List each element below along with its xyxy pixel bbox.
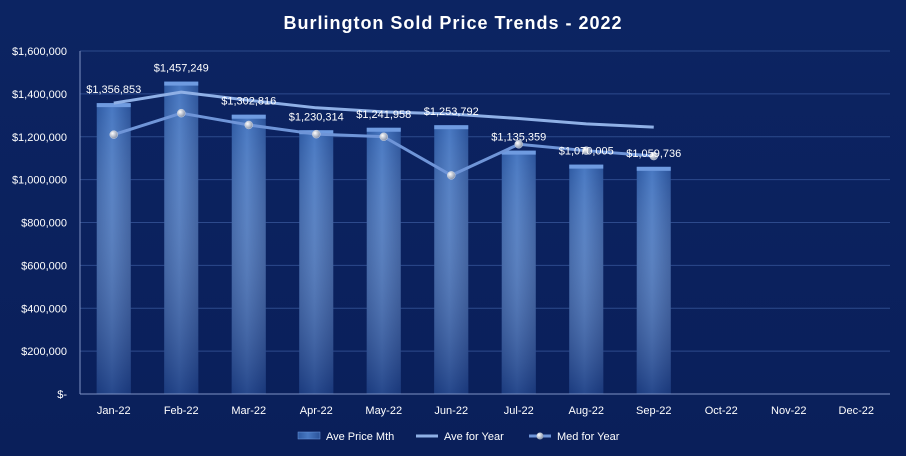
y-tick-label: $400,000 xyxy=(21,303,67,315)
point-med-for-year xyxy=(649,151,658,161)
bar-cap xyxy=(366,127,401,132)
x-tick-label: Dec-22 xyxy=(839,405,874,417)
bars xyxy=(96,81,671,395)
bar-shade xyxy=(501,150,536,394)
y-tick-label: $1,000,000 xyxy=(12,175,67,187)
x-tick-label: Aug-22 xyxy=(569,405,604,417)
point-med-for-year xyxy=(447,171,456,180)
bar-shade xyxy=(96,103,131,395)
bar-data-label: $1,135,359 xyxy=(491,132,546,144)
y-tick-label: $800,000 xyxy=(21,218,67,230)
bar-cap xyxy=(96,103,131,108)
gridlines xyxy=(80,50,890,395)
y-tick-label: $1,400,000 xyxy=(12,89,67,101)
legend-label: Ave Price Mth xyxy=(326,431,394,443)
point-med-for-year xyxy=(312,129,321,139)
legend-label: Med for Year xyxy=(557,431,620,443)
bar-cap xyxy=(501,150,536,155)
point-med-for-year xyxy=(379,132,388,141)
bar-data-label: $1,230,314 xyxy=(289,111,344,123)
point-med-for-year xyxy=(177,108,186,118)
x-tick-label: Jan-22 xyxy=(97,405,131,417)
x-tick-label: May-22 xyxy=(365,405,402,417)
bar-cap xyxy=(569,164,604,169)
bar-data-label: $1,059,736 xyxy=(626,148,681,160)
bar-data-label: $1,457,249 xyxy=(154,63,209,75)
x-axis: Jan-22 Feb-22 Mar-22 Apr-22 May-22 Jun-22 Jul-… xyxy=(80,393,890,417)
bar-shade xyxy=(299,130,334,394)
legend-label: Ave for Year xyxy=(444,431,504,443)
y-tick-label: $600,000 xyxy=(21,260,67,272)
legend: Ave Price Mth Ave for Year Med for Year xyxy=(297,431,620,443)
bar-data-label: $1,302,816 xyxy=(221,96,276,108)
bar-cap xyxy=(164,81,199,86)
x-tick-label: Oct-22 xyxy=(705,405,738,417)
lines xyxy=(109,90,658,180)
point-med-for-year xyxy=(244,120,253,130)
bar-cap xyxy=(636,166,671,171)
point-med-for-year xyxy=(109,130,118,139)
x-tick-label: Jun-22 xyxy=(434,405,468,417)
bar-shade xyxy=(636,166,671,394)
bar-shade xyxy=(569,164,604,394)
y-tick-label: $1,200,000 xyxy=(12,132,67,144)
bar-data-label: $1,253,792 xyxy=(424,106,479,118)
point-med-for-year xyxy=(514,140,523,149)
x-tick-label: Mar-22 xyxy=(231,405,266,417)
point-med-for-year xyxy=(582,146,591,155)
y-tick-label: $200,000 xyxy=(21,346,67,358)
legend-marker xyxy=(536,432,544,440)
bar-shade xyxy=(231,114,266,395)
bar-cap xyxy=(434,125,469,130)
bar-data-label: $1,070,005 xyxy=(559,146,614,158)
bar-data-label: $1,241,958 xyxy=(356,109,411,121)
y-tick-label: $- xyxy=(57,389,67,401)
x-tick-label: Nov-22 xyxy=(771,405,806,417)
bar-cap xyxy=(231,114,266,119)
chart-title: Burlington Sold Price Trends - 2022 xyxy=(283,13,622,33)
data-labels: $1,356,853 $1,457,249 $1,302,816 $1,230,314… xyxy=(86,63,681,160)
y-axis: $- $200,000 $400,000 $600,000 $800,000 $1,000… xyxy=(12,46,81,401)
legend-swatch xyxy=(297,431,321,440)
bar-shade xyxy=(366,127,401,395)
y-tick-label: $1,600,000 xyxy=(12,46,67,58)
bar-data-label: $1,356,853 xyxy=(86,84,141,96)
x-tick-label: Jul-22 xyxy=(504,405,534,417)
series-line-ave-for-year xyxy=(113,90,654,129)
x-tick-label: Feb-22 xyxy=(164,405,199,417)
bar-shade xyxy=(434,125,469,395)
bar-shade xyxy=(164,81,199,395)
x-tick-label: Sep-22 xyxy=(636,405,671,417)
x-tick-label: Apr-22 xyxy=(300,405,333,417)
